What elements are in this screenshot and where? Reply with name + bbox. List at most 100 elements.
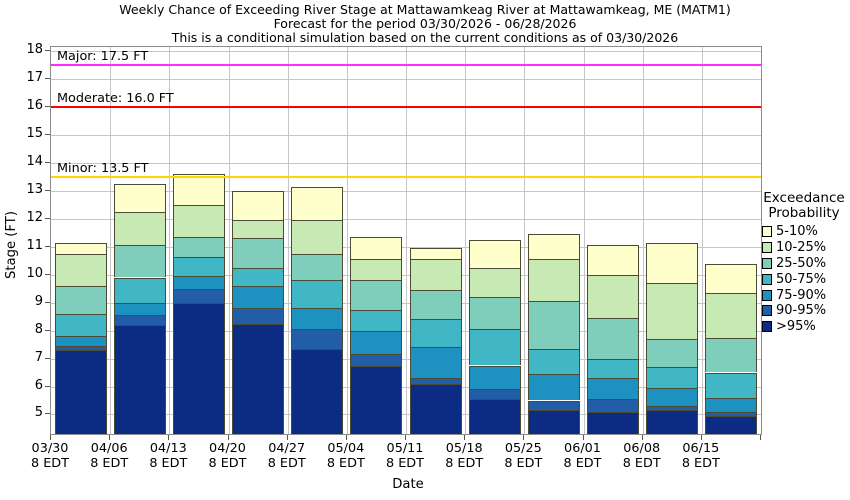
x-tick-label: 05/25 8 EDT xyxy=(491,441,555,471)
y-tick-mark xyxy=(45,78,50,80)
x-tick-label: 05/11 8 EDT xyxy=(373,441,437,471)
x-tick-time: 8 EDT xyxy=(681,455,720,471)
y-tick-mark xyxy=(45,301,50,303)
bar-segment-5-10 xyxy=(172,174,225,205)
bar-segment-5-10 xyxy=(468,239,521,268)
bar-segment-90-95 xyxy=(113,315,166,325)
bar-segment-90-95 xyxy=(527,400,580,411)
bar-segment-90-95 xyxy=(409,378,462,384)
bar-segment-90-95 xyxy=(468,389,521,400)
bar-segment-10-25 xyxy=(232,220,285,239)
bar-segment-75-90 xyxy=(409,347,462,379)
bar-segment-5-10 xyxy=(232,190,285,221)
bar-segment-25-50 xyxy=(587,318,640,359)
gridline-vertical xyxy=(465,47,467,434)
y-tick-mark xyxy=(45,162,50,163)
bar-segment-95 xyxy=(527,410,580,434)
bar-segment-75-90 xyxy=(705,397,758,412)
bar-segment-75-90 xyxy=(527,373,580,401)
bar-segment-50-75 xyxy=(350,309,403,331)
bar-04-13 xyxy=(172,47,225,434)
x-tick-mark xyxy=(345,435,347,440)
legend-title-line2: Probability xyxy=(768,205,840,221)
bar-segment-10-25 xyxy=(587,274,640,318)
bar-segment-75-90 xyxy=(232,285,285,309)
bar-segment-50-75 xyxy=(705,372,758,398)
gridline-vertical xyxy=(642,47,644,434)
x-tick-label: 06/01 8 EDT xyxy=(551,441,615,471)
bar-segment-75-90 xyxy=(350,330,403,355)
bar-segment-50-75 xyxy=(527,348,580,374)
bar-03-30 xyxy=(54,47,107,434)
x-tick-label: 05/04 8 EDT xyxy=(314,441,378,471)
bar-segment-75-90 xyxy=(113,302,166,316)
x-tick-time: 8 EDT xyxy=(149,455,188,471)
gridline-vertical xyxy=(406,47,407,434)
x-tick-mark xyxy=(760,435,761,440)
bar-segment-90-95 xyxy=(232,308,285,324)
gridline-vertical xyxy=(169,47,171,434)
y-tick-label: 7 xyxy=(34,349,43,365)
legend-label-10-25: 10-25% xyxy=(776,240,827,256)
bar-segment-10-25 xyxy=(172,204,225,237)
x-tick-date: 05/25 xyxy=(504,441,542,456)
y-tick-mark xyxy=(45,245,50,247)
bar-segment-95 xyxy=(409,383,462,434)
plot-area: Major: 17.5 FT Moderate: 16.0 FT Minor: 13… xyxy=(50,46,762,435)
x-tick-mark xyxy=(700,435,702,440)
flood-label-minor: Minor: 13.5 FT xyxy=(57,160,149,176)
bar-segment-25-50 xyxy=(291,253,344,281)
gridline-vertical xyxy=(524,47,526,434)
bar-segment-25-50 xyxy=(54,285,107,314)
x-tick-mark xyxy=(523,435,525,440)
bar-segment-90-95 xyxy=(54,346,107,351)
x-tick-label: 04/06 8 EDT xyxy=(77,441,141,471)
bar-segment-50-75 xyxy=(646,366,699,388)
legend-item-25-50: 25-50% xyxy=(762,256,826,272)
chart-note: This is a conditional simulation based o… xyxy=(171,30,679,45)
x-tick-label: 04/13 8 EDT xyxy=(136,441,200,471)
bar-segment-25-50 xyxy=(527,301,580,349)
bar-segment-90-95 xyxy=(646,406,699,411)
bar-segment-95 xyxy=(172,302,225,434)
legend-item-90-95: 90-95% xyxy=(762,303,826,319)
legend-swatch-75-90 xyxy=(762,289,772,301)
y-tick-label: 14 xyxy=(26,154,43,169)
bar-segment-10-25 xyxy=(409,259,462,291)
bar-05-18 xyxy=(468,47,521,434)
legend-swatch-90-95 xyxy=(762,305,772,317)
chart-subtitle: Forecast for the period 03/30/2026 - 06/… xyxy=(273,16,577,31)
chart-title: Weekly Chance of Exceeding River Stage a… xyxy=(119,2,731,17)
x-tick-time: 8 EDT xyxy=(90,455,129,471)
bar-segment-95 xyxy=(291,348,344,434)
bar-segment-25-50 xyxy=(232,238,285,268)
y-tick-label: 15 xyxy=(26,126,43,141)
bar-04-20 xyxy=(232,47,285,434)
x-tick-mark xyxy=(641,435,643,440)
legend-swatch-10-25 xyxy=(762,242,772,254)
bar-segment-75-90 xyxy=(54,336,107,346)
bar-segment-90-95 xyxy=(172,288,225,303)
bar-segment-50-75 xyxy=(54,313,107,337)
legend-swatch-5-10 xyxy=(762,226,772,238)
x-axis-title: Date xyxy=(392,477,424,492)
flood-line-major xyxy=(51,64,761,67)
bar-segment-50-75 xyxy=(172,256,225,277)
y-tick-mark xyxy=(45,329,50,331)
bar-segment-95 xyxy=(113,325,166,434)
y-tick-mark xyxy=(45,273,50,275)
bar-segment-5-10 xyxy=(350,237,403,260)
bar-segment-50-75 xyxy=(291,280,344,309)
bar-06-01 xyxy=(587,47,640,434)
x-tick-mark xyxy=(464,435,466,440)
bar-05-04 xyxy=(350,47,403,434)
bar-segment-10-25 xyxy=(54,253,107,286)
legend-label-75-90: 75-90% xyxy=(776,287,827,303)
bar-segment-90-95 xyxy=(587,399,640,412)
x-tick-time: 8 EDT xyxy=(208,455,247,471)
x-tick-date: 04/27 xyxy=(268,441,306,456)
bar-segment-50-75 xyxy=(232,267,285,286)
x-tick-date: 04/06 xyxy=(90,441,128,456)
x-tick-mark xyxy=(405,435,406,440)
